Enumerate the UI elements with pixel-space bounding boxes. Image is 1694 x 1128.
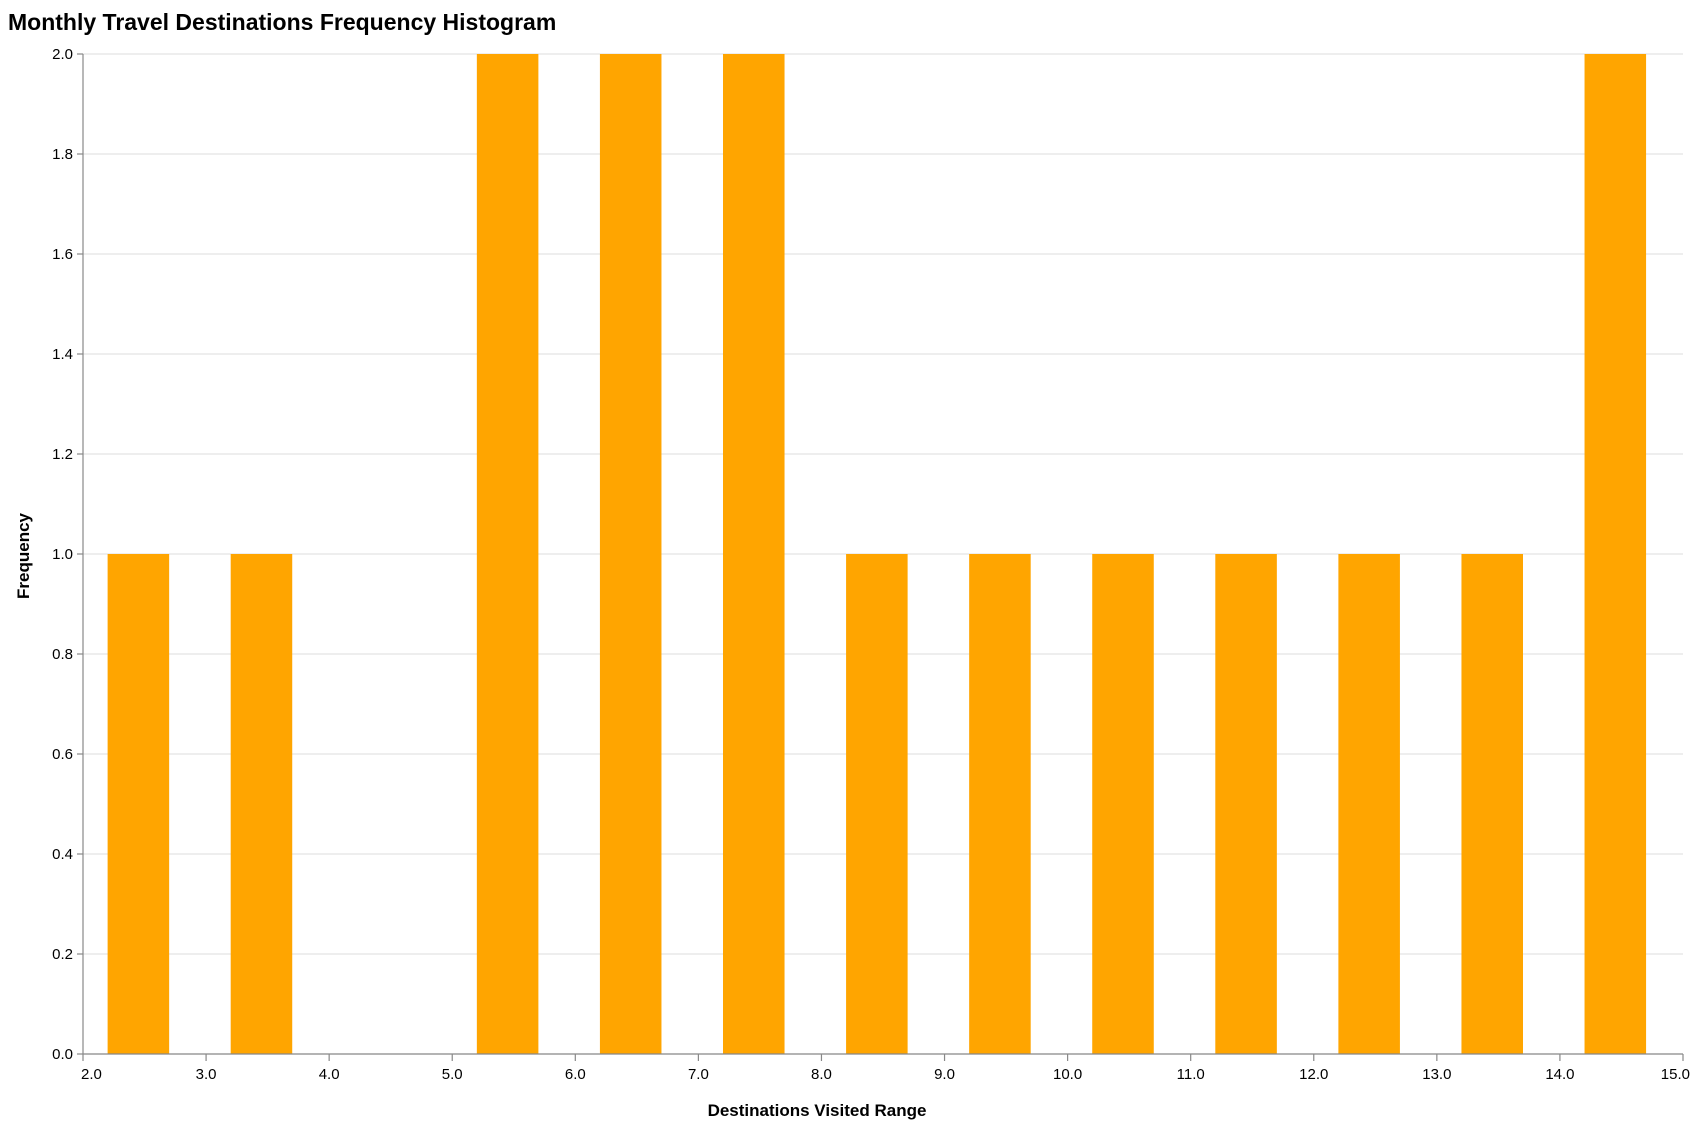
x-tick-label: 9.0 — [934, 1066, 955, 1083]
y-axis-title: Frequency — [14, 512, 33, 599]
x-tick-label: 6.0 — [565, 1066, 586, 1083]
x-tick-label: 13.0 — [1422, 1066, 1451, 1083]
y-tick-label: 1.2 — [52, 446, 73, 463]
y-tick-label: 1.6 — [52, 246, 73, 263]
histogram-bar — [1584, 54, 1647, 1054]
histogram-bar — [230, 554, 293, 1054]
x-tick-label: 14.0 — [1545, 1066, 1574, 1083]
y-tick-label: 0.8 — [52, 646, 73, 663]
x-axis-title: Destinations Visited Range — [708, 1101, 927, 1120]
x-tick-label: 8.0 — [811, 1066, 832, 1083]
x-tick-label: 12.0 — [1299, 1066, 1328, 1083]
y-tick-label: 0.4 — [52, 846, 73, 863]
histogram-bar — [1092, 554, 1154, 1054]
y-tick-label: 0.6 — [52, 746, 73, 763]
y-tick-label: 1.4 — [52, 346, 73, 363]
x-tick-label: 2.0 — [81, 1066, 102, 1083]
histogram-bar — [846, 554, 908, 1054]
histogram-bar — [599, 54, 662, 1054]
histogram-bar — [969, 554, 1031, 1054]
y-tick-label: 0.2 — [52, 946, 73, 963]
histogram-bar — [1338, 554, 1400, 1054]
x-axis: 2.0 3.0 4.0 5.0 6.0 7.0 8.0 9.0 10.0 11.0 12.0 13.0… — [81, 1053, 1690, 1083]
chart-title: Monthly Travel Destinations Frequency Hi… — [8, 9, 556, 35]
y-tick-label: 1.8 — [52, 146, 73, 163]
y-tick-label: 2.0 — [52, 46, 73, 63]
x-tick-label: 3.0 — [196, 1066, 217, 1083]
histogram-bar — [1461, 554, 1523, 1054]
x-tick-label: 5.0 — [442, 1066, 463, 1083]
x-tick-label: 4.0 — [319, 1066, 340, 1083]
histogram-bar — [723, 54, 785, 1054]
bars-group — [107, 54, 1647, 1054]
x-tick-label: 15.0 — [1661, 1066, 1690, 1083]
histogram-bar — [476, 54, 539, 1054]
y-axis: 0.0 0.2 0.4 0.6 0.8 1.0 1.2 1.4 1.6 1.8 2.0 — [52, 46, 84, 1063]
histogram-bar — [1215, 554, 1277, 1054]
y-tick-label: 1.0 — [52, 546, 73, 563]
histogram-bar — [107, 554, 170, 1054]
x-tick-label: 7.0 — [688, 1066, 709, 1083]
x-tick-label: 11.0 — [1177, 1066, 1205, 1083]
y-tick-label: 0.0 — [52, 1046, 73, 1063]
x-tick-label: 10.0 — [1053, 1066, 1082, 1083]
